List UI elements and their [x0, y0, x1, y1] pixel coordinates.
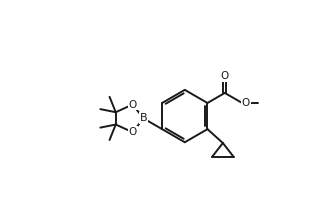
Text: O: O [242, 98, 250, 108]
Text: O: O [128, 127, 137, 137]
Text: B: B [140, 113, 147, 123]
Text: O: O [221, 71, 229, 81]
Text: O: O [128, 100, 137, 109]
